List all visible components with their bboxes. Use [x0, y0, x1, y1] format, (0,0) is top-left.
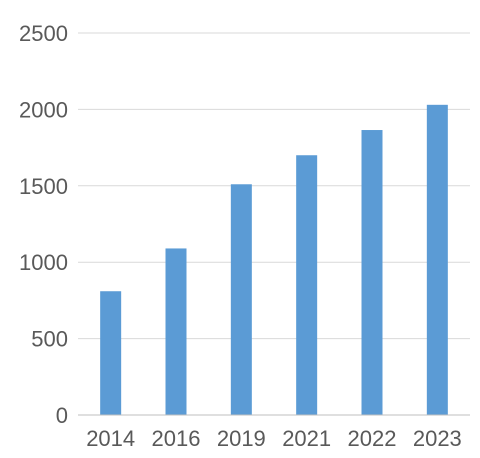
y-tick-label: 500: [31, 327, 68, 352]
bar-2016: [165, 248, 187, 415]
y-tick-label: 0: [56, 403, 68, 428]
x-tick-label-2014: 2014: [86, 426, 135, 451]
bar-2021: [296, 155, 318, 416]
y-tick-label: 1500: [19, 174, 68, 199]
x-tick-label-2019: 2019: [217, 426, 266, 451]
y-tick-label: 1000: [19, 250, 68, 275]
x-tick-label-2021: 2021: [282, 426, 331, 451]
y-tick-label: 2500: [19, 21, 68, 46]
bar-2022: [361, 130, 383, 415]
bars: [100, 104, 448, 416]
bar-2019: [230, 184, 252, 415]
bar-2014: [100, 291, 122, 415]
y-tick-label: 2000: [19, 97, 68, 122]
gridlines: [78, 32, 470, 340]
x-axis-ticks: 2014 2016 2019 2021 2022 2023: [86, 426, 462, 451]
x-tick-label-2016: 2016: [152, 426, 201, 451]
bar-2023: [426, 104, 448, 415]
y-axis-ticks: 0 500 1000 1500 2000 2500: [19, 21, 68, 428]
x-tick-label-2022: 2022: [348, 426, 397, 451]
x-tick-label-2023: 2023: [413, 426, 462, 451]
